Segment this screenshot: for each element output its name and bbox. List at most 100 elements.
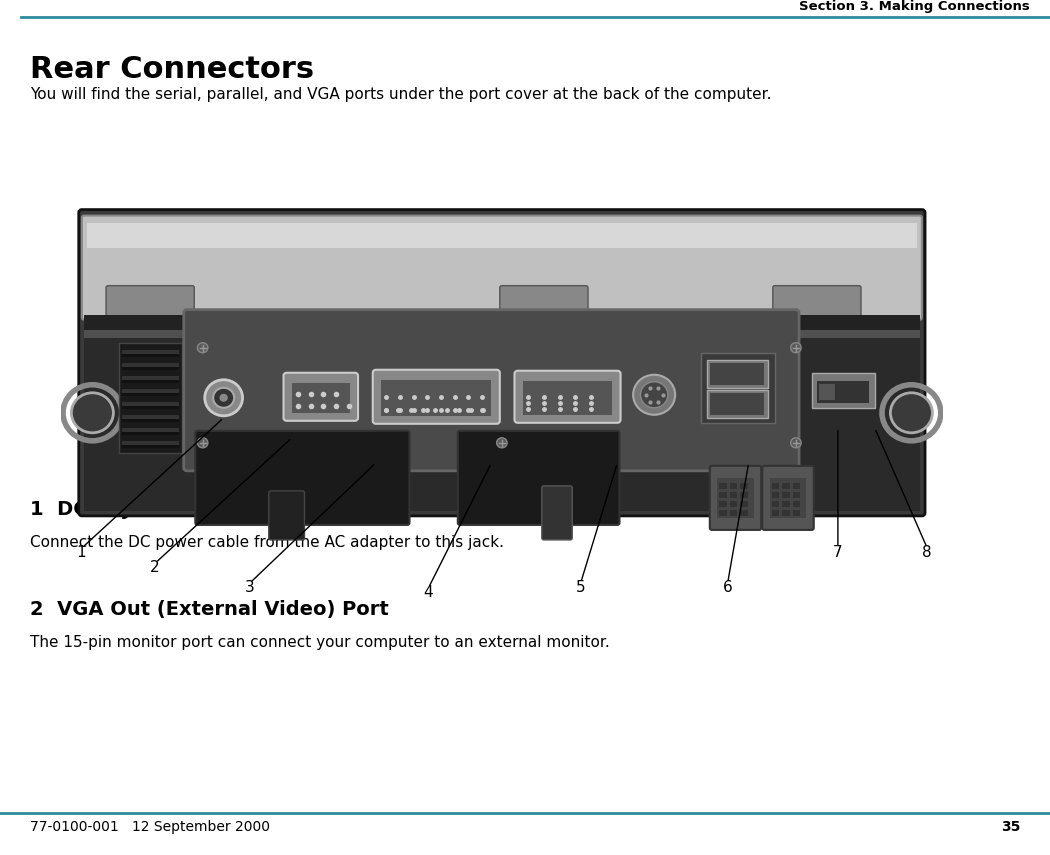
Bar xyxy=(782,501,790,507)
Text: 3: 3 xyxy=(245,581,254,595)
Text: 2: 2 xyxy=(150,560,160,575)
Bar xyxy=(523,380,612,415)
FancyBboxPatch shape xyxy=(373,369,500,424)
Bar xyxy=(772,510,779,516)
Bar xyxy=(122,389,179,396)
Circle shape xyxy=(71,392,113,433)
Text: Rear Connectors: Rear Connectors xyxy=(30,55,314,84)
Text: Connect the DC power cable from the AC adapter to this jack.: Connect the DC power cable from the AC a… xyxy=(30,535,504,550)
Bar xyxy=(122,445,179,448)
Bar xyxy=(719,492,727,498)
Bar xyxy=(707,360,768,388)
Bar xyxy=(122,432,179,435)
Bar xyxy=(84,330,920,338)
Bar xyxy=(122,415,179,422)
Bar xyxy=(701,353,775,423)
Bar xyxy=(710,363,764,385)
Bar xyxy=(122,375,179,383)
Bar xyxy=(381,380,491,416)
Bar xyxy=(772,501,779,507)
FancyBboxPatch shape xyxy=(773,286,861,325)
Bar xyxy=(122,363,179,369)
Text: 1  DC-in Jack: 1 DC-in Jack xyxy=(30,500,168,519)
FancyBboxPatch shape xyxy=(284,373,358,421)
Text: You will find the serial, parallel, and VGA ports under the port cover at the ba: You will find the serial, parallel, and … xyxy=(30,87,772,102)
Text: Section 3. Making Connections: Section 3. Making Connections xyxy=(799,0,1030,13)
Circle shape xyxy=(497,438,507,448)
Circle shape xyxy=(205,380,243,416)
FancyBboxPatch shape xyxy=(710,466,761,530)
Circle shape xyxy=(197,438,208,448)
Bar xyxy=(719,510,727,516)
Text: The 15-pin monitor port can connect your computer to an external monitor.: The 15-pin monitor port can connect your… xyxy=(30,635,610,650)
FancyBboxPatch shape xyxy=(269,491,304,540)
Bar xyxy=(740,483,748,489)
FancyBboxPatch shape xyxy=(542,486,572,540)
Bar xyxy=(84,315,920,333)
FancyBboxPatch shape xyxy=(79,209,925,516)
Bar xyxy=(772,483,779,489)
Text: 7: 7 xyxy=(833,545,842,560)
Text: 35: 35 xyxy=(1001,820,1020,834)
Bar xyxy=(782,483,790,489)
Circle shape xyxy=(791,343,801,353)
Bar xyxy=(122,419,179,422)
Bar xyxy=(122,406,179,409)
Bar xyxy=(122,428,179,435)
Bar xyxy=(793,510,800,516)
Bar xyxy=(782,492,790,498)
Bar xyxy=(740,501,748,507)
Circle shape xyxy=(640,382,668,408)
Text: 8: 8 xyxy=(922,545,931,560)
Text: 77-0100-001   12 September 2000: 77-0100-001 12 September 2000 xyxy=(30,820,270,834)
Bar xyxy=(770,478,806,518)
Bar xyxy=(819,384,835,400)
Bar xyxy=(122,402,179,409)
FancyBboxPatch shape xyxy=(762,466,814,530)
FancyBboxPatch shape xyxy=(458,431,620,525)
Bar xyxy=(122,350,179,357)
Circle shape xyxy=(890,392,932,433)
Bar xyxy=(793,492,800,498)
FancyBboxPatch shape xyxy=(500,286,588,325)
Bar xyxy=(730,483,737,489)
Bar xyxy=(730,492,737,498)
Bar xyxy=(719,501,727,507)
Text: 4: 4 xyxy=(423,586,433,600)
Bar xyxy=(793,483,800,489)
Bar xyxy=(793,501,800,507)
Circle shape xyxy=(197,343,208,353)
FancyBboxPatch shape xyxy=(195,431,410,525)
Bar xyxy=(122,441,179,448)
Bar xyxy=(122,367,179,369)
Bar xyxy=(730,510,737,516)
Bar xyxy=(122,380,179,383)
Bar xyxy=(122,354,179,357)
Text: 2  VGA Out (External Video) Port: 2 VGA Out (External Video) Port xyxy=(30,600,388,619)
Bar xyxy=(119,343,182,453)
Circle shape xyxy=(791,438,801,448)
Circle shape xyxy=(213,388,234,408)
Bar xyxy=(710,392,764,415)
Bar xyxy=(84,331,920,511)
Text: 6: 6 xyxy=(722,581,732,595)
Bar xyxy=(740,492,748,498)
Circle shape xyxy=(633,374,675,415)
Bar xyxy=(122,392,179,396)
Bar xyxy=(817,380,869,403)
Bar xyxy=(717,478,754,518)
Bar xyxy=(719,483,727,489)
FancyBboxPatch shape xyxy=(514,371,621,423)
Bar xyxy=(812,373,875,408)
Text: 1: 1 xyxy=(77,545,86,560)
Text: 5: 5 xyxy=(575,581,585,595)
Bar xyxy=(292,383,350,413)
FancyBboxPatch shape xyxy=(184,310,799,471)
Bar xyxy=(730,501,737,507)
Bar xyxy=(707,390,768,418)
FancyBboxPatch shape xyxy=(106,286,194,325)
Bar xyxy=(87,222,917,248)
Circle shape xyxy=(219,394,228,402)
Bar xyxy=(740,510,748,516)
FancyBboxPatch shape xyxy=(82,215,922,320)
